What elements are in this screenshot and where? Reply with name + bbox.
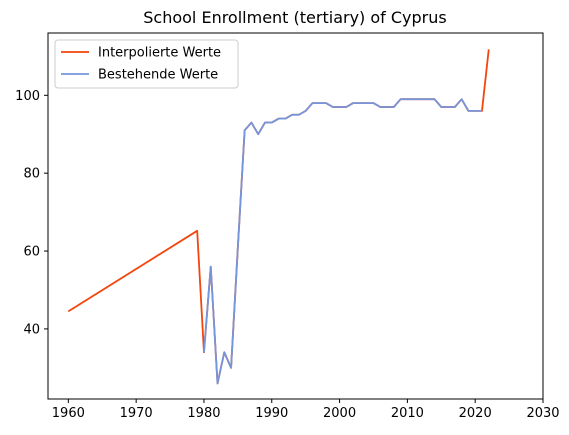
x-tick-label: 2010 bbox=[391, 406, 424, 421]
y-tick-label: 40 bbox=[23, 322, 40, 337]
x-tick-label: 2000 bbox=[323, 406, 356, 421]
x-tick-label: 2020 bbox=[459, 406, 492, 421]
y-tick-label: 80 bbox=[23, 167, 40, 182]
y-axis: 40 60 80 100 bbox=[15, 89, 48, 337]
legend-label: Interpolierte Werte bbox=[98, 46, 221, 61]
x-tick-label: 2030 bbox=[526, 406, 559, 421]
plot-area bbox=[47, 32, 544, 400]
legend: Interpolierte Werte Bestehende Werte bbox=[54, 39, 239, 89]
legend-box bbox=[54, 39, 239, 89]
series-line-2 bbox=[203, 98, 482, 385]
chart-title: School Enrollment (tertiary) of Cyprus bbox=[143, 8, 446, 27]
x-axis: 1960 1970 1980 1990 2000 2010 2020 2030 bbox=[52, 399, 560, 421]
legend-label: Bestehende Werte bbox=[98, 68, 218, 83]
series-layer bbox=[67, 49, 490, 385]
x-tick-label: 1990 bbox=[255, 406, 288, 421]
x-tick-label: 1960 bbox=[52, 406, 85, 421]
y-tick-label: 100 bbox=[15, 89, 40, 104]
x-tick-label: 1980 bbox=[187, 406, 220, 421]
y-tick-label: 60 bbox=[23, 245, 40, 260]
x-tick-label: 1970 bbox=[120, 406, 153, 421]
